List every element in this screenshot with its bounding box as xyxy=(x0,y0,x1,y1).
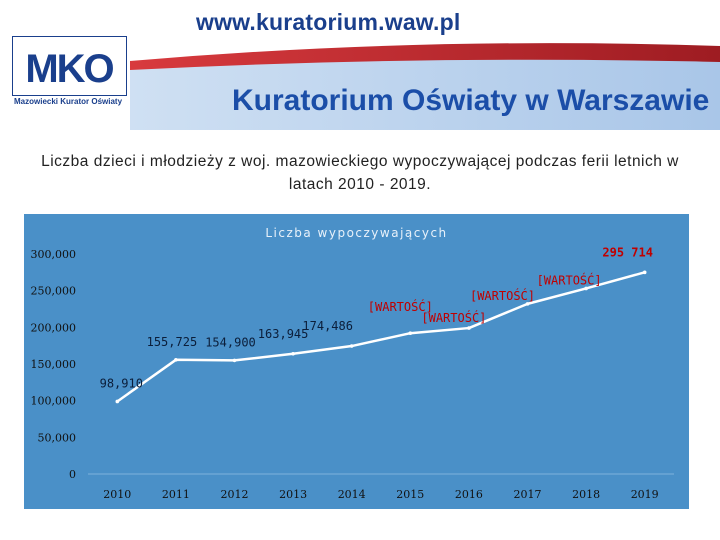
x-tick-label: 2019 xyxy=(631,488,659,501)
y-tick-label: 50,000 xyxy=(38,431,77,444)
chart-panel: 0 50,000 100,000 150,000 200,000 250,000 300,0… xyxy=(24,214,689,509)
org-title: Kuratorium Oświaty w Warszawie xyxy=(232,84,710,117)
data-point xyxy=(232,358,237,363)
logo-lettering: MKO xyxy=(25,47,113,91)
data-label: 155,725 xyxy=(147,335,198,349)
data-point xyxy=(642,270,647,275)
site-url[interactable]: www.kuratorium.waw.pl xyxy=(196,9,461,35)
x-tick-label: 2015 xyxy=(396,488,424,501)
x-tick-label: 2016 xyxy=(455,488,483,501)
data-point xyxy=(584,286,588,291)
data-point xyxy=(174,358,178,362)
y-tick-label: 150,000 xyxy=(31,358,77,371)
data-label: 163,945 xyxy=(258,327,309,341)
mko-logo: MKO xyxy=(12,36,127,116)
slide-title: Liczba dzieci i młodzieży z woj. mazowie… xyxy=(41,153,679,193)
x-tick-label: 2014 xyxy=(338,488,366,501)
data-label: 295 714 xyxy=(602,245,653,259)
data-label: [WARTOŚĆ] xyxy=(470,288,535,303)
data-label: [WARTOŚĆ] xyxy=(537,272,602,287)
data-label: [WARTOŚĆ] xyxy=(421,310,486,325)
data-point xyxy=(115,399,120,404)
y-tick-label: 0 xyxy=(69,468,76,481)
x-tick-label: 2011 xyxy=(162,488,190,501)
line-chart: 0 50,000 100,000 150,000 200,000 250,000 300,0… xyxy=(31,245,674,501)
data-label: 174,486 xyxy=(302,319,353,333)
data-point xyxy=(467,326,471,330)
y-tick-label: 200,000 xyxy=(31,321,77,334)
data-point xyxy=(408,331,413,335)
data-point xyxy=(525,302,530,306)
x-tick-label: 2013 xyxy=(279,488,307,501)
series-line xyxy=(116,271,646,403)
x-tick-label: 2018 xyxy=(572,488,600,501)
data-point xyxy=(349,344,354,348)
data-label: [WARTOŚĆ] xyxy=(368,299,433,314)
y-tick-label: 250,000 xyxy=(31,285,77,298)
header-banner: www.kuratorium.waw.pl MKO Mazowiecki Kur… xyxy=(0,0,720,140)
y-tick-label: 300,000 xyxy=(31,248,77,261)
x-tick-label: 2017 xyxy=(514,488,542,501)
data-point xyxy=(291,351,295,356)
banner-swoosh-graphic xyxy=(0,0,720,140)
x-tick-label: 2012 xyxy=(221,488,249,501)
data-label: 154,900 xyxy=(205,335,256,349)
logo-subtitle: Mazowiecki Kurator Oświaty xyxy=(14,97,123,106)
y-tick-label: 100,000 xyxy=(31,395,77,408)
chart-title: Liczba wypoczywających xyxy=(265,226,448,240)
data-label: 98,910 xyxy=(100,376,143,390)
mko-logo-graphic: MKO xyxy=(12,36,127,96)
x-tick-label: 2010 xyxy=(103,488,131,501)
